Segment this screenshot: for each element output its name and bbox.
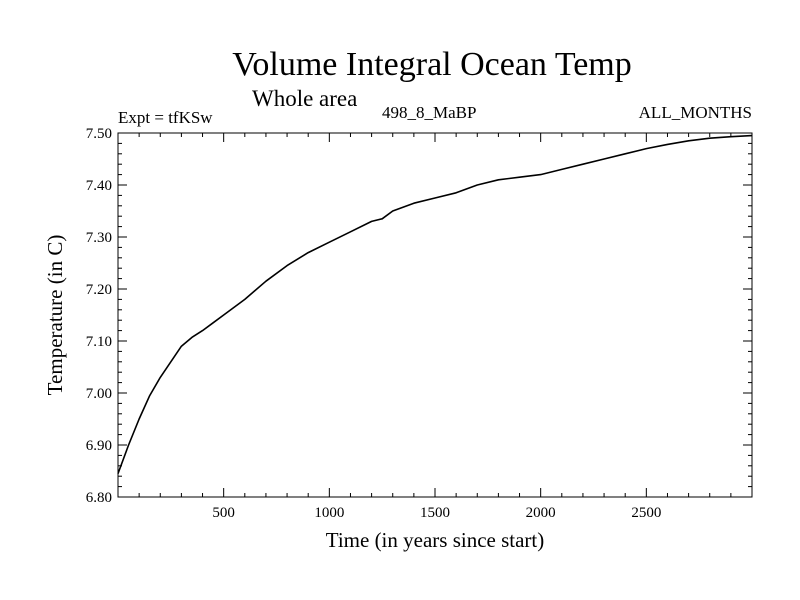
chart-title: Volume Integral Ocean Temp (232, 46, 632, 83)
months-label: ALL_MONTHS (639, 103, 752, 122)
tick-labels-layer: 6.80 6.90 7.00 7.10 7.20 7.30 7.40 7.50 500 1000 1… (86, 126, 662, 521)
y-tick-label: 7.30 (86, 230, 112, 246)
period-label: 498_8_MaBP (382, 103, 476, 122)
ticks-layer (118, 132, 752, 498)
y-tick-label: 6.90 (86, 438, 112, 454)
y-tick-label: 7.40 (86, 178, 112, 194)
x-axis-label: Time (in years since start) (326, 528, 545, 552)
x-tick-label: 2500 (631, 505, 661, 521)
y-tick-label: 7.20 (86, 282, 112, 298)
y-tick-label: 7.50 (86, 126, 112, 142)
x-tick-label: 1000 (314, 505, 344, 521)
x-tick-label: 2000 (526, 505, 556, 521)
series-line (117, 134, 753, 474)
x-tick-label: 1500 (420, 505, 450, 521)
plot-frame (117, 132, 753, 498)
series-layer (117, 134, 753, 474)
chart-subtitle: Whole area (252, 86, 357, 111)
y-tick-label: 6.80 (86, 490, 112, 506)
x-tick-label: 500 (212, 505, 235, 521)
y-tick-label: 7.10 (86, 334, 112, 350)
experiment-label: Expt = tfKSw (118, 108, 213, 127)
y-axis-label: Temperature (in C) (43, 235, 67, 396)
y-tick-label: 7.00 (86, 386, 112, 402)
